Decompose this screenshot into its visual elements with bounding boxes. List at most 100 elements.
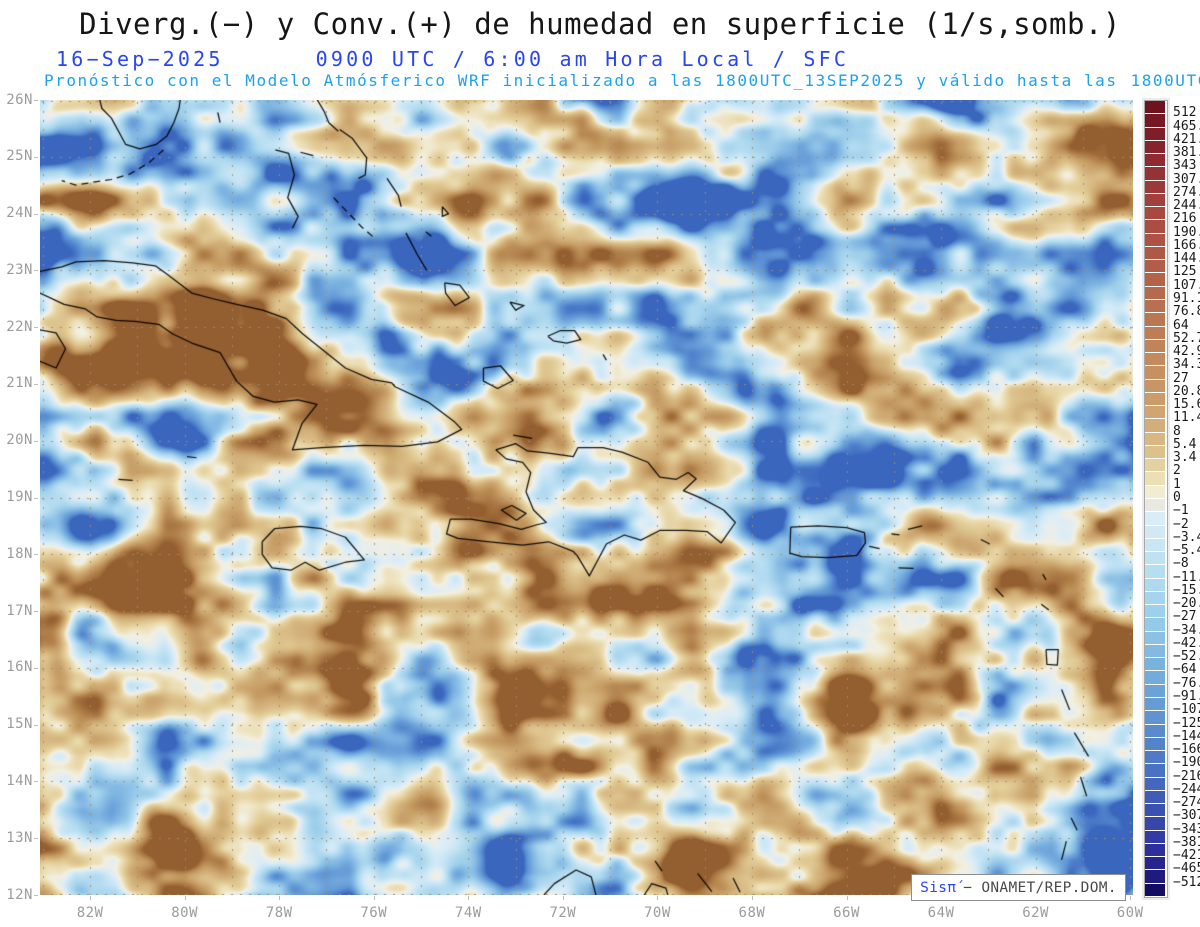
- lon-tick: [846, 896, 848, 900]
- lat-tick: [34, 213, 38, 215]
- lon-tick: [751, 896, 753, 900]
- lon-tick: [1130, 896, 1132, 900]
- lon-label: 74W: [454, 905, 482, 921]
- colorbar-cell: [1145, 273, 1165, 286]
- colorbar-cell: [1145, 406, 1165, 419]
- colorbar-label: 244.1: [1173, 198, 1200, 214]
- colorbar-label: −91.1: [1173, 689, 1200, 704]
- colorbar-cell: [1145, 804, 1165, 817]
- colorbar-cell: [1145, 817, 1165, 830]
- colorbar-cell: [1145, 724, 1165, 737]
- colorbar-cell: [1145, 525, 1165, 538]
- lon-tick: [373, 896, 375, 900]
- model-info-line: Pronóstico con el Modelo Atmósferico WRF…: [44, 71, 1200, 90]
- lon-tick: [279, 896, 281, 900]
- colorbar-cell: [1145, 472, 1165, 485]
- lat-label: 14N: [6, 772, 33, 789]
- forecast-date: 16−Sep−2025: [56, 47, 224, 71]
- lat-label: 20N: [6, 432, 33, 449]
- colorbar-label: −274: [1173, 795, 1200, 811]
- lat-tick: [34, 895, 38, 896]
- colorbar-cell: [1145, 698, 1165, 711]
- colorbar-cell: [1145, 790, 1165, 804]
- colorbar-label: −8: [1173, 556, 1189, 572]
- lat-label: 24N: [6, 205, 33, 222]
- colorbar-label: 421.9: [1173, 131, 1200, 147]
- colorbar-cell: [1145, 737, 1165, 751]
- colorbar-cell: [1145, 326, 1165, 339]
- colorbar-cell: [1145, 193, 1165, 207]
- lat-tick: [34, 838, 38, 840]
- colorbar-cell: [1145, 578, 1165, 591]
- lat-tick: [34, 383, 38, 385]
- lon-label: 64W: [927, 905, 955, 921]
- lon-tick: [468, 896, 470, 900]
- colorbar-cell: [1145, 552, 1165, 565]
- colorbar-label: 76.8: [1173, 304, 1200, 320]
- colorbar-label: −465: [1173, 861, 1200, 877]
- lon-label: 76W: [360, 905, 388, 921]
- colorbar-label: −3.4: [1173, 529, 1200, 545]
- lat-label: 12N: [6, 886, 33, 903]
- colorbar-cell: [1145, 658, 1165, 671]
- colorbar-label: −307: [1173, 808, 1200, 824]
- colorbar-label: −2: [1173, 516, 1189, 532]
- lat-tick: [34, 724, 38, 726]
- lon-label: 68W: [738, 905, 766, 921]
- colorbar-label: −64: [1173, 662, 1197, 678]
- map-area: [40, 100, 1133, 895]
- colorbar-cell: [1145, 512, 1165, 525]
- lat-label: 21N: [6, 375, 33, 392]
- colorbar-label: −381: [1173, 834, 1200, 850]
- colorbar-cell: [1145, 419, 1165, 432]
- lat-label: 22N: [6, 318, 33, 335]
- colorbar-cell: [1145, 459, 1165, 472]
- colorbar-cell: [1145, 392, 1165, 406]
- colorbar-cell: [1145, 671, 1165, 684]
- colorbar-label: −1: [1173, 503, 1189, 519]
- colorbar-cell: [1145, 644, 1165, 658]
- colorbar-cell: [1145, 499, 1165, 512]
- colorbar-cell: [1145, 843, 1165, 857]
- colorbar-label: −125: [1173, 715, 1200, 731]
- colorbar-cell: [1145, 485, 1165, 498]
- lon-tick: [184, 896, 186, 900]
- colorbar-label: 381.1: [1173, 145, 1200, 161]
- lat-tick: [34, 156, 38, 158]
- colorbar-label: −166: [1173, 742, 1200, 758]
- colorbar-cell: [1145, 260, 1165, 273]
- colorbar-cell: [1145, 167, 1165, 180]
- colorbar-cell: [1145, 366, 1165, 379]
- lat-tick: [34, 667, 38, 669]
- colorbar-label: 64: [1173, 317, 1189, 333]
- lat-label: 13N: [6, 829, 33, 846]
- colorbar-label: −42.9: [1173, 635, 1200, 651]
- colorbar-label: 5.4: [1173, 436, 1197, 452]
- datetime-line: 16−Sep−2025 0900 UTC / 6:00 am Hora Local…: [56, 47, 849, 71]
- lat-label: 17N: [6, 602, 33, 619]
- colorbar-cell: [1145, 631, 1165, 644]
- colorbar-label: 125: [1173, 264, 1197, 280]
- colorbar-label: −216: [1173, 768, 1200, 784]
- colorbar-cell: [1145, 538, 1165, 552]
- colorbar-cell: [1145, 140, 1165, 154]
- valid-until-timestamp: 1800UTC_16SEP2025: [1130, 71, 1200, 90]
- colorbar-cell: [1145, 286, 1165, 299]
- colorbar-label: −52.7: [1173, 649, 1200, 665]
- colorbar-label: 2: [1173, 463, 1181, 479]
- colorbar-cell: [1145, 207, 1165, 220]
- colorbar-cell: [1145, 379, 1165, 392]
- colorbar-label: 34.3: [1173, 357, 1200, 373]
- colorbar-label: −190: [1173, 755, 1200, 771]
- colorbar: [1144, 100, 1168, 898]
- lon-tick: [657, 896, 659, 900]
- lon-label: 72W: [549, 905, 577, 921]
- colorbar-label: 465.5: [1173, 118, 1200, 134]
- lat-tick: [34, 781, 38, 783]
- colorbar-label: −343: [1173, 821, 1200, 837]
- colorbar-cell: [1145, 764, 1165, 777]
- colorbar-cell: [1145, 711, 1165, 724]
- colorbar-cell: [1145, 751, 1165, 764]
- colorbar-label: 91.1: [1173, 291, 1200, 306]
- colorbar-cell: [1145, 432, 1165, 445]
